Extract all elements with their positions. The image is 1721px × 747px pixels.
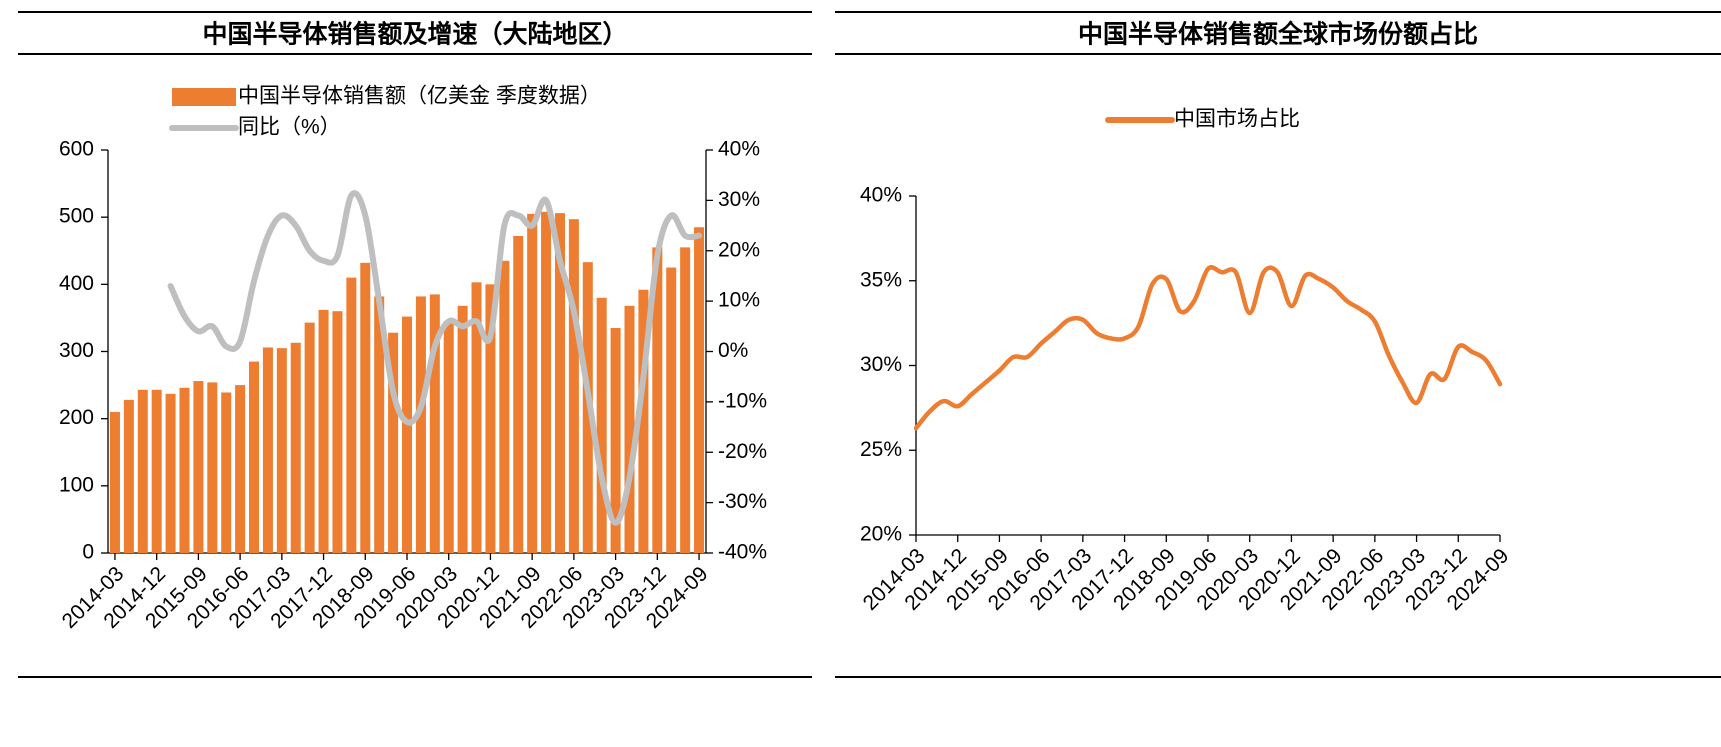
bar <box>694 227 705 553</box>
bar <box>485 284 496 553</box>
bar <box>401 316 413 553</box>
y2-tick-label: 40% <box>718 138 760 161</box>
bar <box>666 267 677 553</box>
bar <box>249 361 260 553</box>
y-tick-label: 30% <box>860 353 902 376</box>
y-tick-label: 500 <box>59 205 94 228</box>
y2-tick-label: 30% <box>718 188 760 211</box>
line <box>167 190 703 526</box>
legend-label: 中国市场占比 <box>1174 108 1300 131</box>
bar <box>332 311 343 553</box>
y2-tick-label: 10% <box>718 289 760 312</box>
bar <box>221 392 232 553</box>
bar <box>568 219 579 553</box>
bar <box>165 393 176 553</box>
y2-tick-label: -40% <box>718 541 767 564</box>
bar <box>429 294 440 553</box>
bar <box>207 382 218 553</box>
bar <box>610 327 621 553</box>
bar <box>276 348 287 553</box>
bar <box>290 342 301 553</box>
y2-tick-label: 20% <box>718 238 760 261</box>
y2-tick-label: 0% <box>718 339 748 362</box>
bar <box>360 262 371 553</box>
bar <box>179 387 190 553</box>
bar <box>527 213 538 553</box>
bar <box>513 235 524 553</box>
y-tick-label: 200 <box>59 406 94 429</box>
y2-tick-label: -20% <box>718 440 767 463</box>
y2-tick-label: -10% <box>718 389 767 412</box>
y2-tick-label: -30% <box>718 490 767 513</box>
bar <box>262 347 273 553</box>
bar <box>137 389 148 553</box>
bar <box>457 305 468 553</box>
y-tick-label: 400 <box>59 272 94 295</box>
bar <box>235 385 246 553</box>
y-tick-label: 600 <box>59 138 94 161</box>
bar <box>541 211 552 553</box>
legend-swatch <box>172 88 236 106</box>
y-tick-label: 0 <box>82 541 94 564</box>
bar <box>304 322 315 553</box>
bar <box>680 247 691 553</box>
legend-label: 中国半导体销售额（亿美金 季度数据） <box>238 85 601 108</box>
line <box>913 265 1503 431</box>
bar <box>346 277 357 553</box>
bar <box>624 305 635 553</box>
y-tick-label: 300 <box>59 339 94 362</box>
bar <box>499 260 510 553</box>
bar <box>652 247 663 553</box>
bar <box>471 282 482 553</box>
y-tick-label: 40% <box>860 184 902 207</box>
bar <box>193 381 204 553</box>
bar <box>374 296 385 553</box>
bar <box>443 321 454 553</box>
bar <box>318 309 329 553</box>
chart-title: 中国半导体销售额全球市场份额占比 <box>1078 20 1478 49</box>
y-tick-label: 35% <box>860 268 902 291</box>
bar <box>638 289 649 553</box>
chart-title: 中国半导体销售额及增速（大陆地区） <box>202 20 627 49</box>
y-tick-label: 25% <box>860 438 902 461</box>
bar <box>123 399 134 553</box>
bar <box>554 213 565 554</box>
bar <box>415 296 426 553</box>
bar <box>109 411 120 553</box>
y-tick-label: 20% <box>860 523 902 546</box>
bar <box>596 297 607 553</box>
bar <box>388 332 399 553</box>
y-tick-label: 100 <box>59 473 94 496</box>
bar <box>151 389 162 553</box>
legend-label: 同比（%） <box>238 116 341 139</box>
